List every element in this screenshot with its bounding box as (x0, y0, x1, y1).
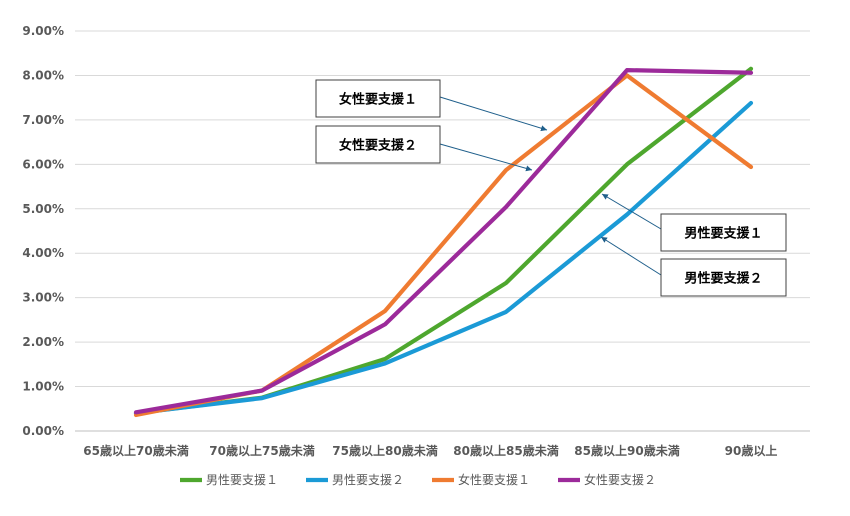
y-tick-label: 5.00% (22, 202, 64, 216)
callout-label: 女性要支援１ (339, 92, 417, 108)
legend-label: 女性要支援２ (584, 472, 656, 487)
y-tick-label: 2.00% (22, 335, 64, 349)
callout-box (660, 213, 787, 252)
y-tick-label: 7.00% (22, 113, 64, 127)
series-line-4 (133, 68, 754, 415)
y-tick-label: 0.00% (22, 424, 64, 438)
callout-label: 男性要支援２ (684, 271, 762, 287)
x-tick-label: 85歳以上90歳未満 (574, 443, 679, 458)
y-tick-label: 3.00% (22, 291, 64, 305)
callout-box (315, 125, 441, 164)
legend-label: 男性要支援２ (332, 473, 404, 487)
y-tick-label: 4.00% (22, 246, 64, 260)
x-tick-label: 80歳以上85歳未満 (453, 443, 558, 458)
x-tick-label: 75歳以上80歳未満 (332, 443, 437, 458)
legend: 男性要支援１ 男性要支援２ 女性要支援１ 女性要支援２ (180, 472, 656, 487)
series-line-2 (133, 100, 754, 416)
y-tick-label: 8.00% (22, 68, 64, 82)
callout-arrow (439, 143, 533, 172)
legend-label: 男性要支援１ (206, 473, 278, 487)
y-axis-ticks: 0.00% 1.00% 2.00% 3.00% 4.00% 5.00% 6.00% 7.00%… (22, 24, 64, 438)
gridlines (75, 30, 810, 432)
y-tick-label: 9.00% (22, 24, 64, 38)
y-tick-label: 1.00% (22, 380, 64, 394)
y-tick-label: 6.00% (22, 157, 64, 171)
legend-label: 女性要支援１ (458, 472, 530, 487)
callout-arrow (439, 96, 548, 132)
x-tick-label: 70歳以上75歳未満 (209, 443, 314, 458)
callout-box (660, 258, 787, 297)
callout-label: 男性要支援１ (684, 226, 762, 242)
x-tick-label: 65歳以上70歳未満 (83, 443, 188, 458)
series-lines (133, 66, 754, 418)
x-axis-ticks: 65歳以上70歳未満 70歳以上75歳未満 75歳以上80歳未満 80歳以上85歳未満… (83, 443, 777, 458)
annotations: 女性要支援１ 女性要支援２ 男性要支援１ 男性要支援２ (315, 79, 787, 297)
callout-box (315, 79, 441, 118)
callout-arrow (601, 193, 662, 230)
callout-label: 女性要支援２ (339, 138, 417, 154)
callout-arrow (600, 236, 662, 276)
series-line-3 (133, 73, 754, 418)
x-tick-label: 90歳以上 (725, 443, 778, 458)
